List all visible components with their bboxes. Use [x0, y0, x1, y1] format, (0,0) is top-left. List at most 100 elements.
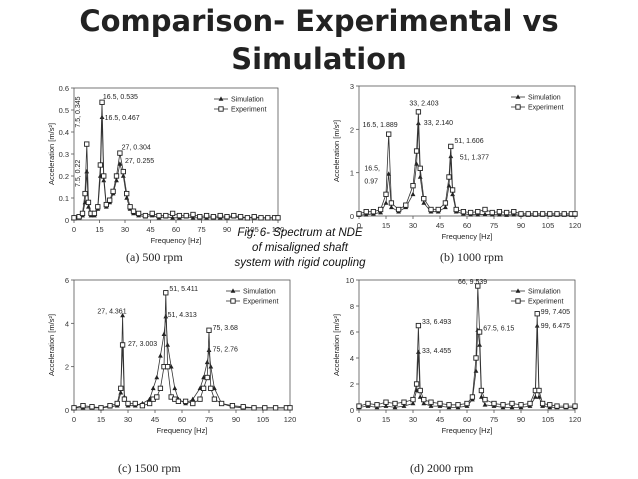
x-tick-label: 60 — [463, 415, 471, 424]
y-tick-label: 10 — [346, 276, 354, 285]
data-label: 99, 7.405 — [541, 309, 570, 316]
data-point — [208, 364, 214, 369]
data-point — [496, 209, 503, 215]
data-point — [428, 399, 434, 405]
series-simulation — [71, 312, 293, 410]
data-point — [453, 206, 459, 213]
data-point — [547, 211, 553, 217]
data-point — [509, 404, 515, 410]
legend-marker — [515, 288, 521, 293]
y-tick-label: 6 — [65, 276, 69, 285]
data-label: 75, 3.68 — [213, 325, 238, 332]
data-point — [482, 402, 488, 407]
data-point — [132, 400, 138, 407]
data-point — [149, 210, 155, 217]
data-point — [163, 212, 169, 219]
y-tick-label: 3 — [350, 82, 354, 91]
data-point — [204, 374, 210, 381]
data-point — [124, 190, 130, 197]
data-point — [84, 141, 90, 147]
data-label: 27, 3.003 — [128, 341, 157, 348]
data-point — [473, 355, 479, 361]
data-point — [401, 399, 407, 405]
data-point — [117, 150, 123, 156]
data-point — [383, 191, 389, 197]
data-point — [150, 385, 156, 391]
data-point — [442, 200, 449, 206]
data-label: 51, 4.313 — [168, 312, 197, 319]
data-point — [84, 169, 90, 174]
data-point — [120, 168, 126, 175]
data-point — [539, 211, 546, 217]
y-tick-label: 0 — [65, 406, 69, 415]
y-axis-label: Acceleration [m/s²] — [332, 314, 341, 376]
series-line-simulation — [358, 325, 575, 408]
x-tick-label: 30 — [409, 415, 417, 424]
data-point — [392, 404, 398, 410]
x-tick-label: 120 — [569, 415, 582, 424]
legend-marker — [515, 94, 521, 99]
y-tick-label: 2 — [350, 380, 354, 389]
x-tick-label: 105 — [542, 221, 555, 230]
series-experiment — [356, 283, 578, 409]
data-point — [421, 196, 427, 202]
chart-500rpm: 0 0.1 0.2 0.3 0.4 0.5 0.6 0 15 30 45 60 75 90 105 120 Fr… — [47, 84, 284, 245]
data-point — [437, 400, 443, 407]
data-point — [197, 214, 203, 220]
legend-entry: Experiment — [231, 107, 266, 114]
data-point — [482, 206, 488, 213]
legend-marker — [515, 298, 521, 304]
data-point — [527, 400, 533, 407]
data-point — [135, 210, 142, 217]
data-label: 16.5, — [364, 166, 380, 173]
x-tick-label: 30 — [124, 415, 132, 424]
x-tick-label: 45 — [436, 221, 444, 230]
data-point — [210, 214, 217, 220]
data-point — [489, 209, 495, 216]
data-point — [377, 206, 384, 213]
series-experiment — [71, 290, 293, 411]
legend-entry: Simulation — [528, 289, 561, 296]
x-axis-label: Frequency [Hz] — [442, 426, 493, 435]
data-point — [448, 143, 454, 150]
y-tick-label: 4 — [65, 319, 69, 328]
x-tick-label: 90 — [223, 225, 231, 234]
data-point — [118, 385, 124, 391]
data-point — [525, 211, 531, 217]
legend-marker — [218, 96, 224, 101]
slide-title-line1: Comparison- Experimental vs — [79, 4, 559, 38]
data-point — [547, 402, 553, 408]
data-point — [482, 211, 488, 217]
data-point — [476, 329, 483, 335]
legend-entry: Simulation — [231, 97, 264, 104]
y-tick-label: 0.5 — [59, 106, 69, 115]
y-axis-label: Acceleration [m/s²] — [332, 120, 341, 182]
data-point — [190, 211, 196, 218]
chart-2000rpm: 0 2 4 6 8 10 0 15 30 45 60 75 90 105 120 Frequency [Hz]… — [332, 276, 582, 435]
x-tick-label: 0 — [357, 415, 361, 424]
legend-entry: Experiment — [528, 105, 563, 112]
data-point — [125, 400, 131, 407]
data-point — [71, 405, 77, 411]
x-tick-label: 15 — [382, 415, 390, 424]
data-label: 16.5, 0.535 — [103, 94, 138, 101]
x-tick-label: 60 — [463, 221, 471, 230]
y-tick-label: 0 — [350, 406, 354, 415]
data-label: 7.5, 0.22 — [75, 160, 82, 187]
data-point — [190, 215, 196, 220]
y-tick-label: 0.1 — [59, 194, 69, 203]
data-point — [272, 405, 279, 411]
legend-marker — [515, 104, 521, 110]
data-point — [237, 214, 244, 220]
data-point — [139, 403, 146, 409]
data-point — [82, 190, 88, 197]
data-point — [200, 385, 207, 391]
data-point — [401, 403, 407, 408]
data-point — [539, 400, 546, 407]
data-point — [89, 404, 95, 410]
data-point — [534, 311, 540, 317]
data-point — [190, 400, 196, 407]
data-label: 27, 0.304 — [122, 145, 151, 152]
data-point — [500, 402, 506, 408]
data-point — [421, 200, 427, 205]
